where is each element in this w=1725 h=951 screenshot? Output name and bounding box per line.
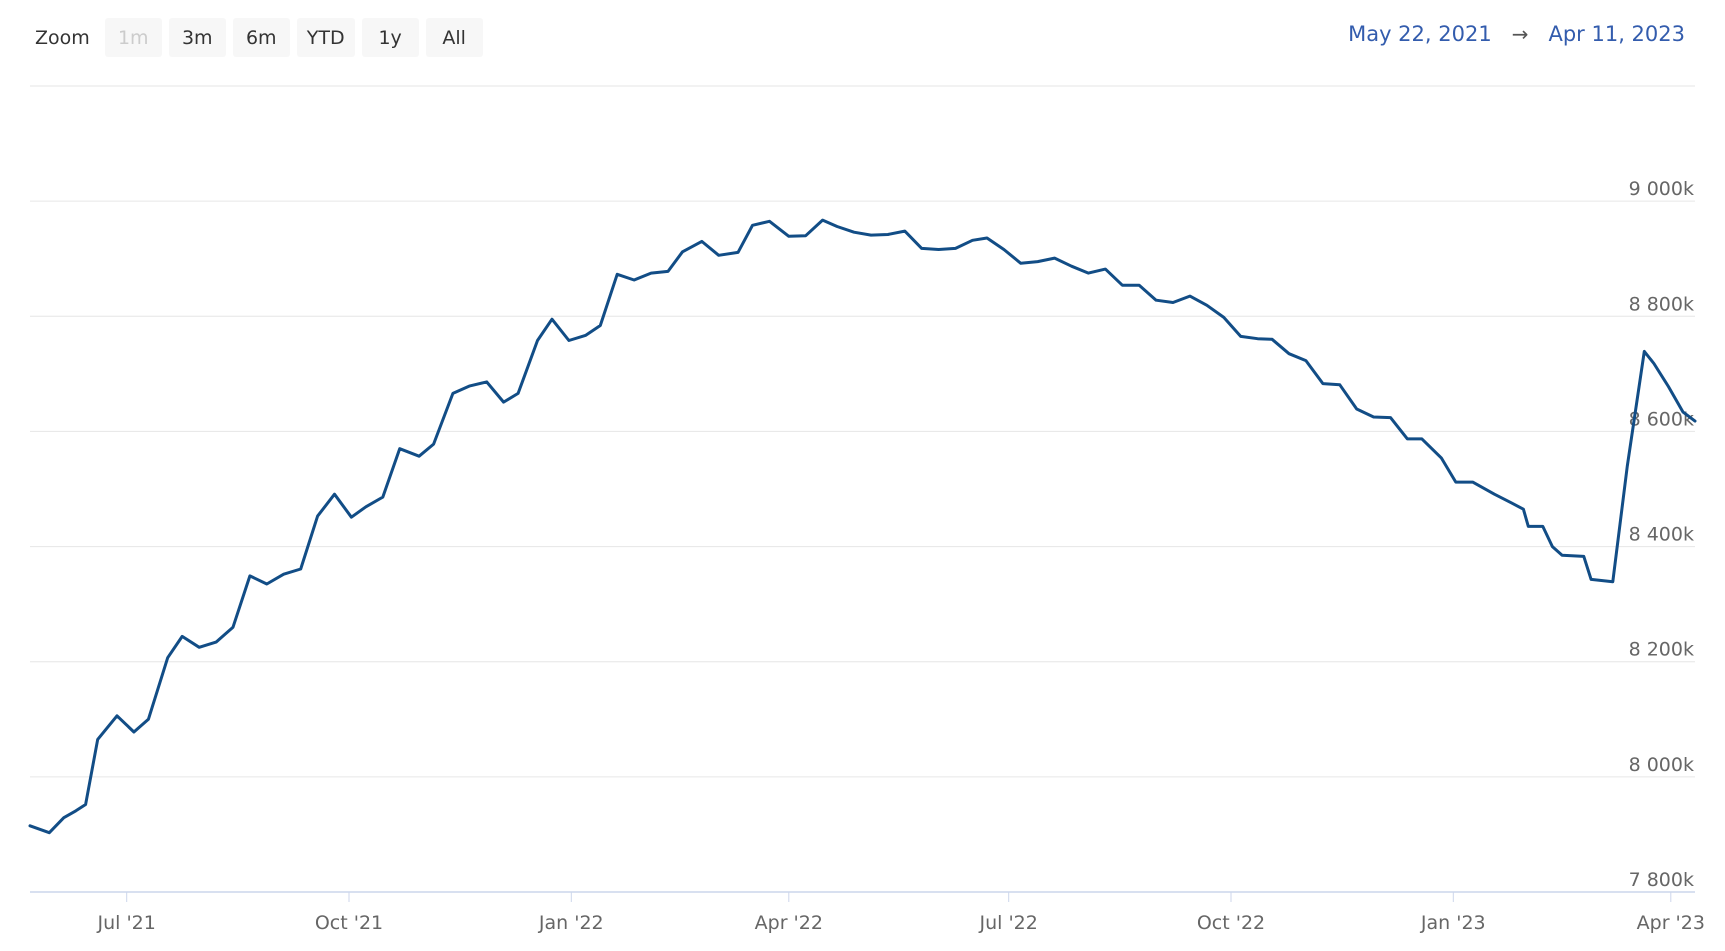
- x-axis-label: Apr '22: [755, 912, 823, 934]
- x-axis-label: Jan '22: [538, 912, 604, 934]
- range-to-input[interactable]: Apr 11, 2023: [1548, 22, 1685, 46]
- x-axis-label: Jul '22: [979, 912, 1038, 934]
- y-axis-label: 8 800k: [1629, 293, 1694, 315]
- x-axis-label: Jan '23: [1420, 912, 1486, 934]
- range-button-3m[interactable]: 3m: [168, 18, 226, 57]
- gridlines: [30, 85, 1695, 893]
- range-button-ytd[interactable]: YTD: [296, 18, 355, 57]
- range-button-1y[interactable]: 1y: [361, 18, 419, 57]
- range-selector-toolbar: Zoom 1m 3m 6m YTD 1y All: [35, 18, 483, 57]
- x-axis-labels: Jul '21 Oct '21 Jan '22 Apr '22 Jul '22 Oct '…: [97, 892, 1705, 934]
- x-axis-label: Oct '22: [1197, 912, 1265, 934]
- y-axis-label: 8 200k: [1629, 639, 1694, 661]
- range-button-6m[interactable]: 6m: [232, 18, 290, 57]
- y-axis-label: 8 000k: [1629, 754, 1694, 776]
- range-from-input[interactable]: May 22, 2021: [1348, 22, 1492, 46]
- y-axis-label: 7 800k: [1629, 869, 1694, 891]
- range-button-all[interactable]: All: [425, 18, 483, 57]
- y-axis-label: 9 000k: [1629, 178, 1694, 200]
- x-axis-label: Apr '23: [1637, 912, 1705, 934]
- y-axis-label: 8 600k: [1629, 408, 1694, 430]
- range-selector-buttons: 1m 3m 6m YTD 1y All: [104, 18, 483, 57]
- x-axis-label: Jul '21: [97, 912, 156, 934]
- date-range-display: May 22, 2021 → Apr 11, 2023: [1348, 22, 1685, 46]
- range-arrow-icon: →: [1511, 22, 1529, 46]
- x-axis-label: Oct '21: [315, 912, 383, 934]
- y-axis-labels: 9 000k 8 800k 8 600k 8 400k 8 200k 8 000k 7 80…: [1629, 178, 1694, 891]
- series-line[interactable]: [28, 218, 1697, 835]
- y-axis-label: 8 400k: [1629, 524, 1694, 546]
- zoom-label: Zoom: [35, 26, 90, 49]
- range-button-1m: 1m: [104, 18, 162, 57]
